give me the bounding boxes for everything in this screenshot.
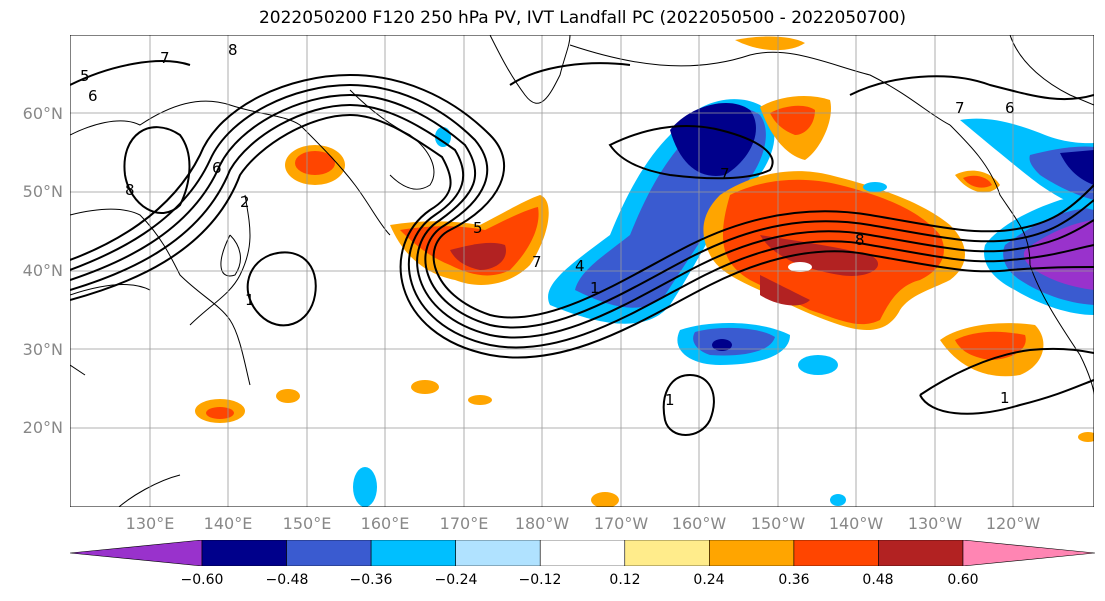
contour-label: 1 <box>245 291 255 309</box>
colorbar-tick: 0.12 <box>609 572 641 588</box>
colorbar-segment <box>962 540 1095 566</box>
colorbar <box>70 540 1095 566</box>
contour-label: 7 <box>532 253 542 271</box>
lon-label-160e: 160°E <box>360 514 410 533</box>
contour-label: 5 <box>473 219 483 237</box>
colorbar-segments <box>70 540 1095 566</box>
lon-label-170w: 170°W <box>593 514 649 533</box>
colorbar-tick: −0.24 <box>434 572 478 588</box>
colorbar-segment <box>709 540 795 566</box>
colorbar-tick: 0.24 <box>693 572 725 588</box>
lon-label-180w: 180°W <box>514 514 570 533</box>
contour-label: 5 <box>80 67 90 85</box>
map-panel: 8 7 6 5 6 8 2 5 7 4 1 7 1 8 6 7 1 1 <box>70 35 1094 507</box>
colorbar-segment <box>286 540 372 566</box>
colorbar-tick: 0.36 <box>778 572 810 588</box>
colorbar-tick: −0.36 <box>349 572 393 588</box>
lon-label-140e: 140°E <box>203 514 253 533</box>
lat-label-20n: 20°N <box>22 418 63 437</box>
colorbar-segment <box>455 540 541 566</box>
pv-contours <box>70 60 1094 436</box>
contour-label: 2 <box>240 193 250 211</box>
colorbar-segment <box>539 540 626 566</box>
colorbar-tick: −0.12 <box>518 572 562 588</box>
colorbar-tick: 0.48 <box>862 572 894 588</box>
lat-label-40n: 40°N <box>22 261 63 280</box>
colorbar-tick: −0.48 <box>265 572 309 588</box>
contour-label: 8 <box>125 181 135 199</box>
lon-label-150e: 150°E <box>282 514 332 533</box>
contour-label: 7 <box>160 49 170 67</box>
contour-label: 8 <box>855 231 865 249</box>
ivt-shading <box>195 36 1094 507</box>
lat-label-50n: 50°N <box>22 182 63 201</box>
lat-label-30n: 30°N <box>22 340 63 359</box>
contour-label: 7 <box>955 99 965 117</box>
contour-label: 1 <box>665 391 675 409</box>
map-title: 2022050200 F120 250 hPa PV, IVT Landfall… <box>258 8 906 28</box>
lon-label-150w: 150°W <box>750 514 806 533</box>
contour-label: 6 <box>1005 99 1015 117</box>
contour-label: 8 <box>228 41 238 59</box>
colorbar-segment <box>370 540 456 566</box>
contour-label: 1 <box>1000 389 1010 407</box>
lon-label-130w: 130°W <box>907 514 963 533</box>
contour-label: 6 <box>212 159 222 177</box>
colorbar-tick: −0.60 <box>180 572 224 588</box>
contour-label: 1 <box>590 279 600 297</box>
lon-label-130e: 130°E <box>125 514 175 533</box>
colorbar-segment <box>201 540 287 566</box>
contour-label: 7 <box>720 165 730 183</box>
contour-label: 4 <box>575 257 585 275</box>
colorbar-segment <box>793 540 879 566</box>
lon-label-170e: 170°E <box>439 514 489 533</box>
lat-label-60n: 60°N <box>22 104 63 123</box>
contour-labels: 8 7 6 5 6 8 2 5 7 4 1 7 1 8 6 7 1 1 <box>80 41 1015 409</box>
contour-label: 6 <box>88 87 98 105</box>
colorbar-segment <box>70 540 203 566</box>
lon-label-140w: 140°W <box>828 514 884 533</box>
colorbar-segment <box>878 540 964 566</box>
colorbar-segment <box>624 540 710 566</box>
lon-label-160w: 160°W <box>671 514 727 533</box>
colorbar-tick: 0.60 <box>947 572 979 588</box>
lon-label-120w: 120°W <box>985 514 1041 533</box>
